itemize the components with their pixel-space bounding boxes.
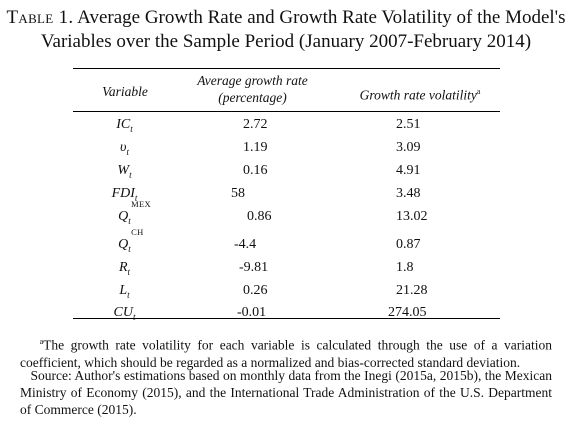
cell-average-growth: -4.4: [234, 237, 257, 252]
cell-volatility: 3.48: [396, 186, 421, 201]
variable-symbol: Wt: [117, 160, 131, 186]
cell-variable: Rt: [73, 257, 176, 283]
header-rule: [73, 111, 500, 112]
cell-volatility: 3.09: [396, 140, 421, 155]
variable-subscript: t: [127, 289, 130, 300]
table-label: Table 1.: [6, 7, 74, 28]
table-row: Lt 0.26 21.28: [73, 280, 500, 302]
table-row: Rt -9.81 1.8: [73, 257, 500, 279]
table-row: Wt 0.16 4.91: [73, 160, 500, 182]
footnote-note-mark: a: [39, 337, 44, 346]
variable-name: FDI: [111, 186, 135, 201]
cell-variable: ICt: [73, 114, 176, 140]
table-row: υt 1.19 3.09: [73, 137, 500, 159]
cell-volatility: 13.02: [396, 209, 428, 224]
cell-average-growth: 0.86: [247, 209, 272, 224]
variable-name: Q: [118, 209, 129, 224]
table-row: ICt 2.72 2.51: [73, 114, 500, 136]
cell-variable: υt: [73, 137, 176, 163]
title-line-1: Table 1. Average Growth Rate and Growth …: [0, 6, 572, 30]
variable-symbol: υt: [120, 137, 129, 163]
variable-symbol: Rt: [119, 257, 130, 283]
variable-subscript: t: [127, 266, 131, 277]
header-volatility-text: Growth rate volatility: [359, 87, 477, 103]
variable-name: IC: [116, 117, 131, 132]
variable-symbol: Qt CH: [118, 227, 143, 260]
cell-volatility: 2.51: [396, 117, 421, 132]
table-row: Qt CH -4.4 0.87: [73, 227, 500, 256]
variable-symbol: Qt MEX: [118, 199, 150, 232]
variable-subscript: t: [126, 146, 129, 157]
source-note: Source: Author's estimations based on mo…: [20, 367, 552, 418]
bottom-rule: [73, 318, 500, 319]
cell-average-growth: 2.72: [243, 117, 268, 132]
variable-name: Q: [118, 237, 129, 252]
footnote: aThe growth rate volatility for each var…: [20, 333, 552, 371]
variable-name: L: [119, 283, 128, 298]
variable-symbol: CUt: [114, 302, 136, 328]
table-title: Table 1. Average Growth Rate and Growth …: [0, 6, 572, 54]
cell-average-growth: -0.01: [237, 305, 267, 320]
table-row: CUt -0.01 274.05: [73, 302, 500, 324]
variable-symbol: FDIt: [112, 183, 138, 209]
variable-name: CU: [113, 305, 133, 320]
variable-subscript: t: [134, 192, 138, 203]
cell-variable: FDIt: [73, 183, 176, 209]
variable-subscript: t: [130, 123, 133, 134]
header-average-line-2: (percentage): [218, 90, 287, 105]
variable-name: W: [117, 163, 130, 178]
cell-variable: CUt: [73, 302, 176, 328]
footnote-text: The growth rate volatility for each vari…: [20, 337, 553, 370]
cell-volatility: 21.28: [396, 283, 428, 298]
cell-average-growth: 1.19: [243, 140, 268, 155]
variable-superscript: MEX: [131, 199, 151, 209]
header-volatility: Growth rate volatilitya: [345, 83, 495, 104]
source-text: Source: Author's estimations based on mo…: [20, 368, 553, 417]
cell-variable: Wt: [73, 160, 176, 186]
table-row: Qt MEX 0.86 13.02: [73, 199, 500, 228]
cell-average-growth: 0.16: [243, 163, 268, 178]
header-average-line-1: Average growth rate: [197, 73, 308, 88]
cell-volatility: 274.05: [388, 305, 427, 320]
cell-variable: Lt: [73, 280, 176, 306]
cell-average-growth: 58: [231, 186, 245, 201]
cell-average-growth: 0.26: [243, 283, 268, 298]
variable-name: R: [118, 260, 128, 275]
variable-symbol: Lt: [119, 280, 129, 306]
variable-subscript: t: [129, 169, 132, 180]
variable-subscript: t: [132, 311, 136, 322]
title-text-1: Average Growth Rate and Growth Rate Vola…: [73, 7, 566, 28]
header-average-growth: Average growth rate (percentage): [170, 72, 335, 106]
cell-variable: Qt CH: [73, 227, 176, 260]
cell-volatility: 0.87: [396, 237, 421, 252]
variable-symbol: ICt: [116, 114, 133, 140]
variable-name: υ: [120, 140, 127, 155]
header-variable: Variable: [102, 84, 148, 99]
cell-average-growth: -9.81: [239, 260, 269, 275]
variable-superscript: CH: [131, 227, 144, 237]
title-line-2: Variables over the Sample Period (Januar…: [40, 31, 532, 52]
cell-volatility: 4.91: [396, 163, 421, 178]
table-row: FDIt 58 3.48: [73, 183, 500, 205]
cell-volatility: 1.8: [396, 260, 414, 275]
top-rule: [73, 68, 500, 69]
variable-subscript: t: [128, 215, 131, 226]
variable-subscript: t: [128, 243, 131, 254]
footnote-mark: a: [476, 87, 481, 96]
cell-variable: Qt MEX: [73, 199, 176, 232]
